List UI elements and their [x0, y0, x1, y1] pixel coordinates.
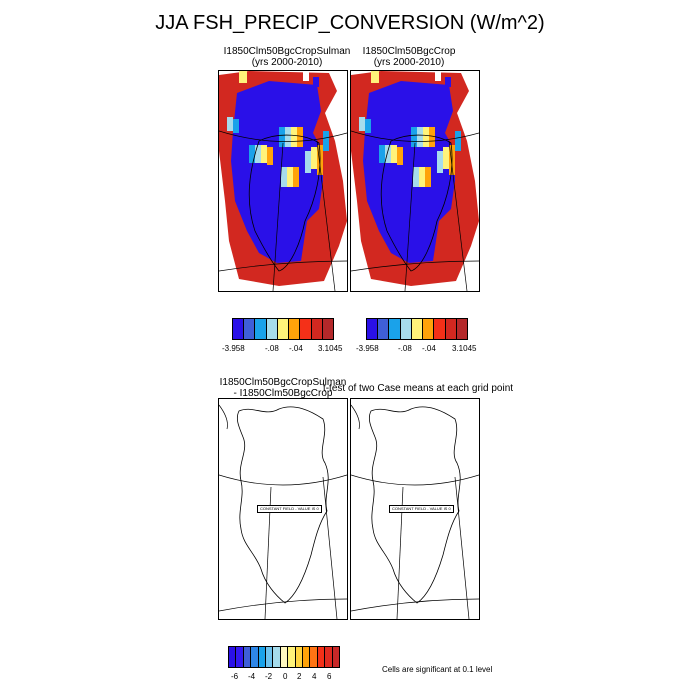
colorbar-top-right-swatch-8 [445, 319, 457, 339]
colorbar-top-right-label-3: -.04 [422, 344, 436, 353]
panel4-title: t-test of two Case means at each grid po… [322, 383, 514, 394]
map-panel-4: CONSTANT FIELD - VALUE IS 0 [350, 398, 480, 620]
colorbar-top-left-swatch-1 [233, 319, 245, 339]
panel2-title-line2: (yrs 2000-2010) [373, 57, 445, 68]
panel3-title-line2: - I1850Clm50BgcCrop [233, 388, 333, 399]
colorbar-bottom-label-5: 2 [297, 672, 302, 681]
colorbar-top-left-label-3: -.04 [289, 344, 303, 353]
colorbar-top-right-swatch-9 [456, 319, 467, 339]
colorbar-bottom [228, 646, 340, 668]
panel3-title-line1: I1850Clm50BgcCropSulman [219, 377, 347, 388]
colorbar-top-right-swatch-5 [411, 319, 424, 339]
colorbar-bottom-swatch-13 [317, 647, 326, 667]
colorbar-bottom-swatch-1 [229, 647, 237, 667]
colorbar-top-left-label-min: -3.958 [222, 344, 245, 353]
colorbar-top-left-swatch-5 [277, 319, 290, 339]
colorbar-bottom-swatch-2 [236, 647, 244, 667]
colorbar-top-right-label-min: -3.958 [356, 344, 379, 353]
panel3-title: I1850Clm50BgcCropSulman - I1850Clm50BgcC… [208, 377, 358, 399]
colorbar-top-right-swatch-4 [400, 319, 412, 339]
colorbar-bottom-swatch-5 [258, 647, 267, 667]
colorbar-top-left-swatch-8 [311, 319, 323, 339]
significance-note: Cells are significant at 0.1 level [382, 665, 493, 674]
map-panel-1-graphic [219, 71, 347, 291]
colorbar-bottom-label-6: 4 [312, 672, 317, 681]
colorbar-bottom-label-4: 0 [283, 672, 288, 681]
constant-field-label-3: CONSTANT FIELD - VALUE IS 0 [257, 505, 322, 513]
colorbar-top-right [366, 318, 468, 340]
colorbar-bottom-swatch-4 [251, 647, 259, 667]
colorbar-top-left-swatch-3 [255, 319, 267, 339]
constant-field-label-4: CONSTANT FIELD - VALUE IS 0 [389, 505, 454, 513]
panel1-title-line2: (yrs 2000-2010) [251, 57, 323, 68]
colorbar-bottom-label-1: -6 [231, 672, 239, 681]
colorbar-top-left-swatch-9 [322, 319, 333, 339]
colorbar-top-left [232, 318, 334, 340]
colorbar-top-right-label-max: 3.1045 [452, 344, 477, 353]
colorbar-top-right-swatch-7 [434, 319, 446, 339]
panel1-title: I1850Clm50BgcCropSulman (yrs 2000-2010) [212, 46, 362, 68]
colorbar-bottom-swatch-3 [243, 647, 252, 667]
colorbar-top-right-swatch-3 [389, 319, 401, 339]
colorbar-bottom-swatch-15 [332, 647, 340, 667]
colorbar-bottom-swatch-12 [310, 647, 318, 667]
colorbar-top-left-label-2: -.08 [265, 344, 279, 353]
panel2-title: I1850Clm50BgcCrop (yrs 2000-2010) [344, 46, 474, 68]
colorbar-top-right-swatch-2 [378, 319, 390, 339]
colorbar-bottom-swatch-11 [303, 647, 311, 667]
map-panel-2 [350, 70, 480, 292]
colorbar-bottom-swatch-7 [273, 647, 281, 667]
map-panel-2-graphic [351, 71, 479, 291]
colorbar-bottom-swatch-14 [325, 647, 333, 667]
colorbar-top-left-swatch-7 [300, 319, 312, 339]
colorbar-top-right-swatch-1 [367, 319, 379, 339]
colorbar-top-left-swatch-2 [244, 319, 256, 339]
map-panel-3-graphic [219, 404, 347, 619]
panel1-title-line1: I1850Clm50BgcCropSulman [223, 46, 351, 57]
colorbar-bottom-swatch-8 [280, 647, 289, 667]
colorbar-top-left-swatch-4 [266, 319, 278, 339]
colorbar-top-right-swatch-6 [423, 319, 435, 339]
colorbar-bottom-label-2: -4 [248, 672, 256, 681]
map-panel-1 [218, 70, 348, 292]
colorbar-bottom-swatch-10 [295, 647, 304, 667]
main-title: JJA FSH_PRECIP_CONVERSION (W/m^2) [155, 12, 545, 34]
colorbar-bottom-swatch-6 [266, 647, 274, 667]
map-panel-3: CONSTANT FIELD - VALUE IS 0 [218, 398, 348, 620]
colorbar-bottom-label-7: 6 [327, 672, 332, 681]
colorbar-bottom-swatch-9 [288, 647, 296, 667]
colorbar-bottom-label-3: -2 [265, 672, 273, 681]
colorbar-top-right-label-2: -.08 [398, 344, 412, 353]
panel2-title-line1: I1850Clm50BgcCrop [362, 46, 456, 57]
colorbar-top-left-label-max: 3.1045 [318, 344, 343, 353]
colorbar-top-left-swatch-6 [289, 319, 301, 339]
